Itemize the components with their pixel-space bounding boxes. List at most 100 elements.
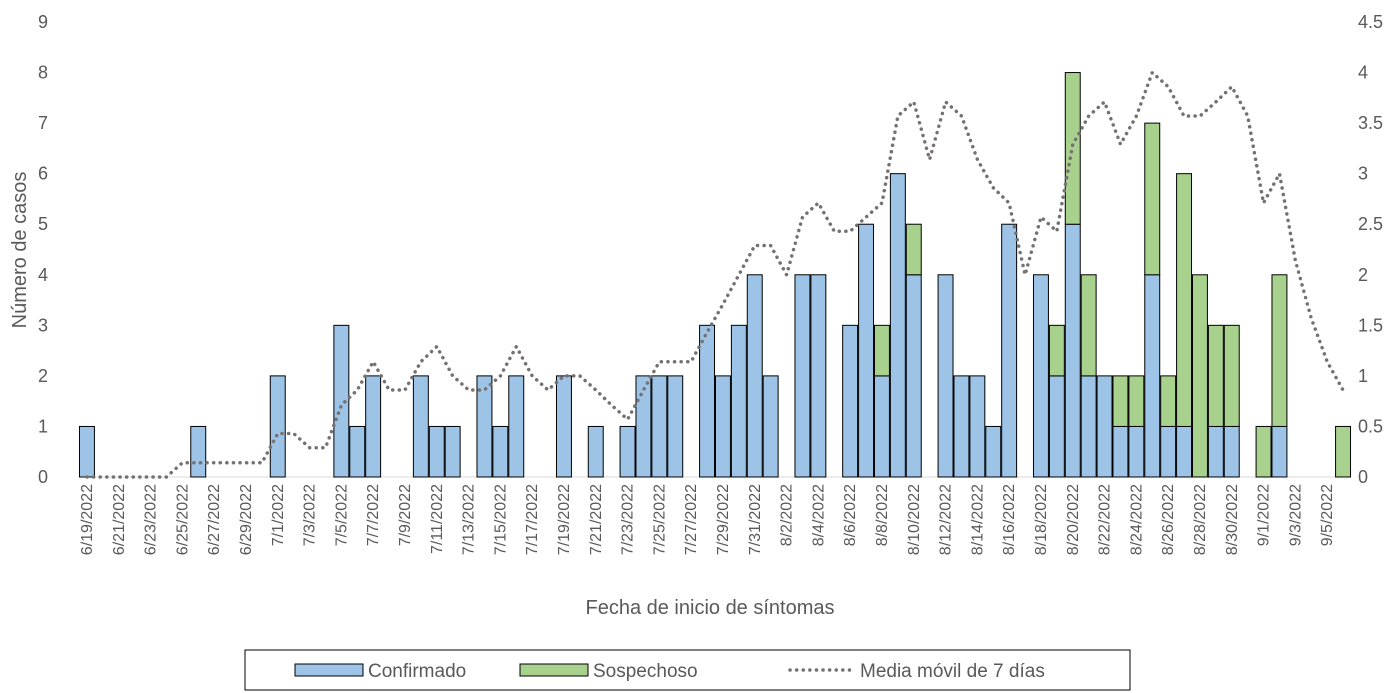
x-tick-label: 7/29/2022 [715,484,732,555]
bar [635,375,652,478]
x-tick-label: 6/29/2022 [238,484,255,555]
x-tick-label: 9/3/2022 [1287,484,1304,546]
y-tick-label: 2 [38,366,48,386]
y2-tick-label: 1.5 [1358,315,1383,335]
y2-tick-label: 3.5 [1358,113,1383,133]
bar [619,425,636,478]
x-tick-label: 8/10/2022 [906,484,923,555]
bar [190,425,207,478]
x-tick-label: 8/30/2022 [1224,484,1241,555]
bar [269,375,286,478]
bar [1160,425,1177,478]
x-tick-label: 7/31/2022 [747,484,764,555]
x-tick-label: 7/19/2022 [556,484,573,555]
bar [1080,375,1097,478]
x-tick-label: 9/1/2022 [1256,484,1273,546]
x-tick-label: 8/20/2022 [1065,484,1082,555]
x-tick-label: 7/25/2022 [651,484,668,555]
bar [746,274,763,478]
bar [1128,375,1145,427]
bar [1207,324,1224,427]
x-tick-label: 9/5/2022 [1319,484,1336,546]
x-tick-label: 7/15/2022 [492,484,509,555]
bar [412,375,429,478]
x-tick-label: 7/7/2022 [365,484,382,546]
x-tick-label: 8/24/2022 [1128,484,1145,555]
x-tick-label: 8/22/2022 [1097,484,1114,555]
bar [1223,425,1240,478]
y-axis-title: Número de casos [9,172,31,329]
x-tick-label: 8/16/2022 [1001,484,1018,555]
bar [1128,425,1145,478]
bar [714,375,731,478]
bar [873,375,890,478]
bar [428,425,445,478]
x-axis-title: Fecha de inicio de síntomas [585,597,834,619]
x-tick-label: 6/23/2022 [143,484,160,555]
y-tick-label: 3 [38,315,48,335]
bar [937,274,954,478]
y2-tick-label: 2 [1358,265,1368,285]
bar [1112,425,1129,478]
bar [1096,375,1113,478]
legend-swatch [519,663,589,677]
bar [1271,274,1288,427]
y2-tick-label: 4.5 [1358,12,1383,32]
y2-tick-label: 4 [1358,63,1368,83]
x-tick-label: 7/13/2022 [461,484,478,555]
bar [762,375,779,478]
bar [1176,173,1193,427]
y2-tick-label: 2.5 [1358,214,1383,234]
x-tick-label: 6/25/2022 [174,484,191,555]
y2-tick-label: 0 [1358,467,1368,487]
x-tick-label: 8/8/2022 [874,484,891,546]
bar [858,223,875,478]
y-tick-label: 4 [38,265,48,285]
bar [1048,324,1065,377]
bar [810,274,827,478]
bar [365,375,382,478]
x-tick-label: 8/14/2022 [969,484,986,555]
x-tick-label: 8/6/2022 [842,484,859,546]
y-tick-label: 0 [38,467,48,487]
bar [508,375,525,478]
x-tick-label: 7/11/2022 [429,484,446,554]
bar [1160,375,1177,427]
y-tick-label: 8 [38,63,48,83]
legend-label: Confirmado [368,661,466,682]
y-tick-label: 7 [38,113,48,133]
x-tick-label: 7/23/2022 [620,484,637,555]
bar [842,324,859,478]
x-tick-label: 7/17/2022 [524,484,541,555]
bar [1223,324,1240,427]
legend-label: Sospechoso [593,661,698,682]
bar [1191,274,1208,478]
y-tick-label: 9 [38,12,48,32]
bar [953,375,970,478]
bar [476,375,493,478]
x-tick-label: 6/21/2022 [111,484,128,555]
bar [699,324,716,478]
bar [667,375,684,478]
bar [1207,425,1224,478]
x-tick-label: 8/2/2022 [779,484,796,546]
bar [444,425,461,478]
x-tick-label: 8/28/2022 [1192,484,1209,555]
y2-tick-label: 3 [1358,164,1368,184]
y-tick-label: 5 [38,214,48,234]
bar [794,274,811,478]
bar [1176,425,1193,478]
y-tick-label: 1 [38,416,48,436]
bar [1032,274,1049,478]
x-tick-label: 6/27/2022 [206,484,223,555]
bar [905,223,922,276]
x-tick-label: 8/12/2022 [938,484,955,555]
bar [730,324,747,478]
bar [492,425,509,478]
bar [1255,425,1272,478]
bar [889,173,906,478]
bar [985,425,1002,478]
legend-swatch [294,663,364,677]
bar [1112,375,1129,427]
